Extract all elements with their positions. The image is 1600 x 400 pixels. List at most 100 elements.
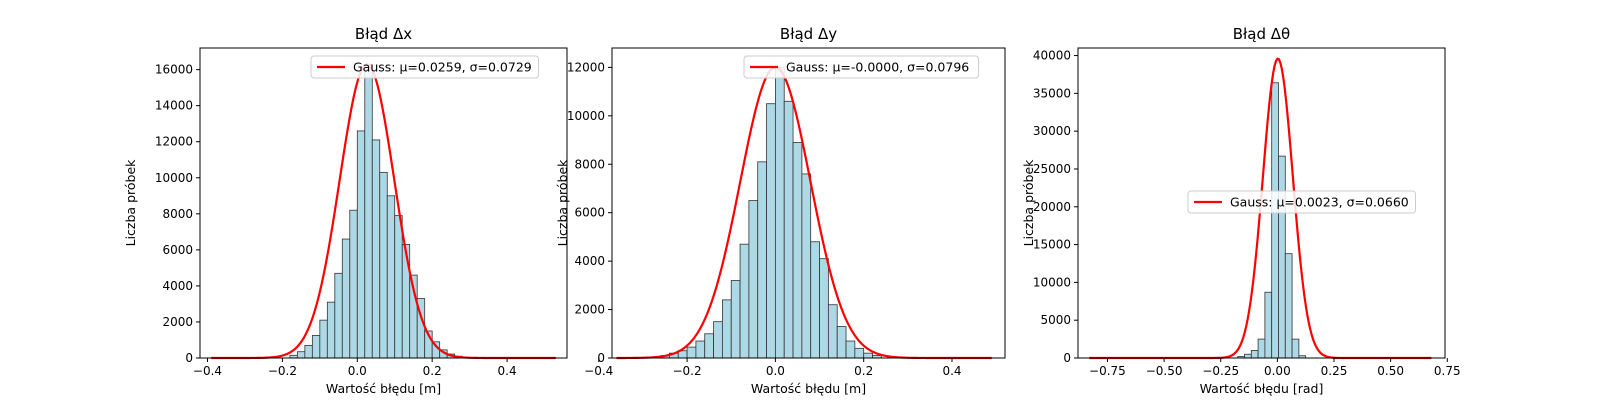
legend-label: Gauss: μ=-0.0000, σ=0.0796 (786, 60, 969, 75)
histogram-bar (304, 344, 313, 359)
histogram-bar (854, 347, 865, 359)
x-tick-label: 0.4 (498, 364, 517, 378)
y-tick-label: 8000 (574, 157, 605, 171)
histogram-bar (792, 142, 803, 359)
x-tick-label: 0.25 (1321, 364, 1348, 378)
chart-title: Błąd Δx (355, 25, 412, 43)
histogram-bar (386, 195, 396, 359)
y-tick-label: 16000 (155, 63, 193, 77)
histogram-bar (836, 326, 847, 359)
y-tick-label: 14000 (155, 99, 193, 113)
x-tick-label: 0.00 (1264, 364, 1291, 378)
x-tick-label: −0.2 (268, 364, 297, 378)
legend: Gauss: μ=0.0023, σ=0.0660 (1187, 190, 1416, 214)
plot-frame (199, 47, 568, 359)
x-tick-label: −0.4 (193, 364, 222, 378)
y-axis-label: Liczba próbek (123, 159, 138, 247)
x-tick-label: 0.0 (766, 364, 785, 378)
legend-label: Gauss: μ=0.0259, σ=0.0729 (353, 60, 532, 75)
histogram-bar (394, 215, 403, 359)
y-tick-label: 35000 (1033, 86, 1071, 100)
histogram-bar (748, 200, 759, 359)
y-tick-label: 25000 (1033, 162, 1071, 176)
x-tick-label: 0.50 (1377, 364, 1404, 378)
y-tick-label: 40000 (1033, 49, 1071, 63)
x-tick-label: −0.75 (1089, 364, 1126, 378)
y-tick-label: 4000 (574, 254, 605, 268)
y-tick-label: 10000 (155, 171, 193, 185)
x-axis-label: Wartość błędu [rad] (1200, 381, 1324, 396)
chart-title: Błąd Δy (780, 25, 837, 43)
x-tick-label: 0.75 (1434, 364, 1461, 378)
x-tick-label: −0.4 (584, 364, 613, 378)
histogram-bar (296, 351, 306, 359)
legend: Gauss: μ=0.0259, σ=0.0729 (310, 55, 539, 79)
y-tick-label: 6000 (574, 206, 605, 220)
legend: Gauss: μ=-0.0000, σ=0.0796 (743, 55, 980, 79)
histogram-bar (1250, 350, 1259, 359)
histogram-bar (364, 63, 373, 359)
x-axis-label: Wartość błędu [m] (751, 381, 866, 396)
legend-box (743, 55, 980, 79)
y-tick-label: 5000 (1040, 313, 1071, 327)
histogram-bar (783, 100, 794, 359)
histogram-bar (810, 241, 820, 359)
y-axis-label: Liczba próbek (1021, 159, 1036, 247)
y-tick-label: 10000 (1033, 275, 1071, 289)
y-tick-label: 0 (597, 351, 605, 365)
y-tick-label: 12000 (155, 135, 193, 149)
y-tick-label: 20000 (1033, 200, 1071, 214)
histogram-bar (845, 340, 856, 359)
histogram-bar (1257, 338, 1266, 359)
histogram-bar (341, 238, 351, 359)
x-tick-label: −0.25 (1202, 364, 1239, 378)
x-tick-label: 0.2 (423, 364, 442, 378)
chart-panel-1: −0.4 −0.2 0.0 0.2 0.4 0 2000 4000 6000 8000 10000 1… (123, 25, 568, 396)
y-tick-label: 4000 (162, 279, 193, 293)
x-tick-label: 0.4 (942, 364, 961, 378)
x-tick-label: 0.2 (854, 364, 873, 378)
histogram-bar (713, 321, 723, 359)
histogram-bar (721, 299, 732, 359)
x-tick-label: 0.0 (348, 364, 367, 378)
histogram-bar (766, 103, 776, 359)
y-tick-label: 6000 (162, 243, 193, 257)
legend-label: Gauss: μ=0.0023, σ=0.0660 (1230, 195, 1409, 210)
histogram-bar (801, 173, 812, 359)
histogram-bar (827, 304, 838, 359)
x-axis-label: Wartość błędu [m] (326, 381, 441, 396)
y-tick-label: 8000 (162, 207, 193, 221)
histogram-bar (1264, 291, 1273, 359)
histogram-bar (1244, 353, 1252, 359)
plot-frame (1077, 47, 1446, 359)
histogram-bar (356, 130, 366, 359)
histogram-bar (704, 333, 714, 359)
x-tick-label: −0.50 (1146, 364, 1183, 378)
histogram-bar (686, 346, 697, 359)
histogram-bar (379, 171, 388, 359)
legend-box (310, 55, 539, 79)
histogram-bar (371, 139, 381, 359)
histogram-bar (311, 335, 321, 359)
legend-box (1187, 190, 1416, 214)
histogram-bar (1271, 82, 1279, 359)
chart-title: Błąd Δθ (1233, 25, 1290, 43)
histogram-bar (326, 301, 336, 359)
histogram-bar (334, 272, 343, 359)
histogram-bar (757, 161, 767, 359)
y-axis-label: Liczba próbek (555, 159, 570, 247)
histogram-bar (739, 243, 750, 359)
y-tick-label: 12000 (567, 60, 605, 74)
histogram-bar (730, 280, 741, 359)
chart-panel-3: −0.75 −0.50 −0.25 0.00 0.25 0.50 0.75 0 5000 1000… (1021, 25, 1461, 396)
histogram-bar (1278, 155, 1286, 359)
histogram-bar (863, 352, 873, 359)
histogram-bar (819, 258, 829, 359)
y-tick-label: 10000 (567, 109, 605, 123)
histogram-bar (319, 319, 328, 359)
histogram-bar (774, 66, 785, 359)
x-tick-label: −0.2 (672, 364, 701, 378)
histogram-bar (349, 209, 358, 359)
chart-panel-2: −0.4 −0.2 0.0 0.2 0.4 0 2000 4000 6000 8000 10000 1… (555, 25, 1006, 396)
